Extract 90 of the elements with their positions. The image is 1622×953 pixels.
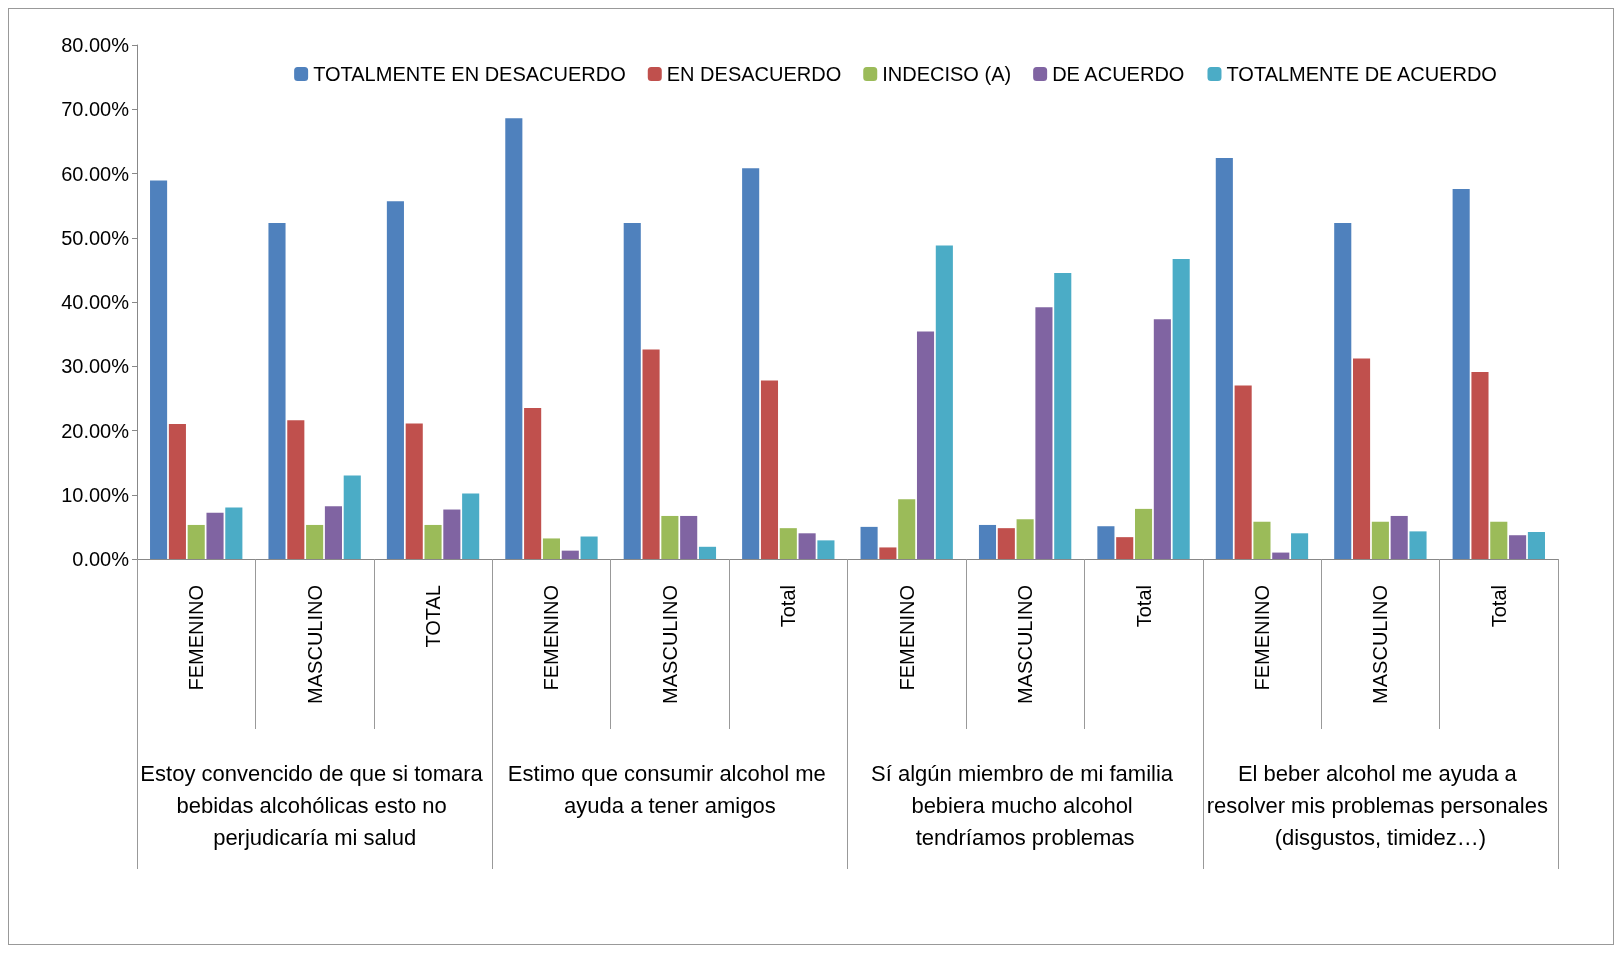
text: El beber alcohol me ayuda a resolver mis problemas personales (disgustos, timidez…) — [1206, 760, 1555, 850]
bar — [1490, 521, 1508, 559]
bar — [978, 524, 997, 559]
bar — [1234, 385, 1252, 559]
bar — [779, 528, 797, 559]
legend-label: INDECISO (A) — [882, 63, 1012, 85]
bar — [168, 424, 186, 559]
legend-label: TOTALMENTE DE ACUERDO — [1226, 63, 1497, 85]
bar — [505, 118, 523, 559]
bar — [1054, 273, 1072, 559]
bar — [798, 533, 816, 559]
x-tick-label: FEMENINO — [185, 585, 208, 691]
bar — [1116, 537, 1134, 559]
bar — [306, 524, 324, 559]
bar — [405, 423, 423, 559]
bar — [1409, 531, 1427, 559]
bar — [1334, 222, 1352, 559]
bar — [542, 538, 561, 559]
y-tick-label: 40.00% — [61, 291, 130, 313]
x-tick-label: Total — [1132, 585, 1155, 628]
x-tick-label: FEMENINO — [540, 585, 563, 691]
bar — [1172, 258, 1190, 559]
bar — [1353, 358, 1371, 559]
y-tick-label: 50.00% — [61, 226, 130, 249]
y-tick-label: 30.00% — [61, 355, 130, 378]
bar — [462, 493, 480, 559]
y-tick-label: 0.00% — [72, 548, 130, 570]
bar — [1097, 526, 1115, 559]
bar — [187, 524, 205, 559]
bar — [206, 512, 224, 559]
legend-label: DE ACUERDO — [1052, 63, 1185, 85]
y-tick-label: 20.00% — [61, 419, 130, 442]
bar — [343, 475, 361, 559]
bar — [935, 245, 953, 559]
bar — [424, 524, 442, 559]
bar — [642, 349, 660, 559]
bar — [997, 528, 1015, 559]
bar — [580, 536, 598, 559]
bar — [561, 550, 579, 559]
bar — [287, 420, 305, 559]
bar — [623, 222, 641, 559]
x-tick-label: FEMENINO — [895, 585, 918, 691]
legend-label: TOTALMENTE EN DESACUERDO — [313, 63, 626, 85]
text: Estoy convencido de que si tomara bebidas alcohólicas esto no perjudicaría mi salud — [140, 760, 489, 850]
bar — [1016, 519, 1034, 559]
bar — [698, 546, 717, 559]
y-tick-label: 70.00% — [61, 98, 130, 121]
bar — [225, 507, 243, 559]
bar — [268, 222, 286, 559]
bar — [1509, 535, 1527, 559]
bar — [1390, 515, 1408, 559]
x-tick-label: TOTAL — [422, 585, 445, 648]
text: Sí algún miembro de mi familia bebiera mucho alcohol tendríamos problemas — [871, 760, 1180, 850]
bar — [680, 515, 698, 559]
bar — [1215, 158, 1233, 559]
bar — [817, 540, 835, 559]
y-tick-label: 10.00% — [61, 483, 130, 506]
x-tick-label: MASCULINO — [1014, 585, 1037, 704]
bar — [1253, 521, 1271, 559]
bar — [916, 331, 935, 559]
bar — [742, 168, 760, 559]
bar — [1134, 508, 1153, 559]
legend-label: EN DESACUERDO — [666, 63, 842, 85]
bar — [1527, 532, 1545, 559]
text: Estimo que consumir alcohol me ayuda a tener amigos — [507, 760, 832, 818]
bar — [386, 201, 404, 559]
x-tick-label: MASCULINO — [1369, 585, 1392, 704]
bar — [860, 526, 878, 559]
bar — [1371, 521, 1389, 559]
x-tick-label: Total — [777, 585, 800, 628]
bar — [1471, 372, 1489, 559]
y-tick-label: 80.00% — [61, 34, 130, 56]
bar — [1153, 319, 1171, 559]
x-tick-label: MASCULINO — [658, 585, 681, 704]
bar — [661, 515, 679, 559]
x-tick-label: MASCULINO — [303, 585, 326, 704]
bar — [1291, 533, 1309, 559]
bar — [524, 408, 542, 559]
bar — [443, 509, 461, 559]
bar — [324, 506, 342, 559]
bar — [879, 547, 897, 559]
bar — [898, 499, 916, 559]
x-tick-label: FEMENINO — [1250, 585, 1273, 691]
bar — [1272, 552, 1290, 559]
bar — [150, 180, 168, 559]
x-tick-label: Total — [1487, 585, 1510, 628]
bar — [760, 380, 779, 559]
bar — [1452, 188, 1470, 559]
y-tick-label: 60.00% — [61, 162, 130, 185]
bar — [1035, 307, 1053, 559]
